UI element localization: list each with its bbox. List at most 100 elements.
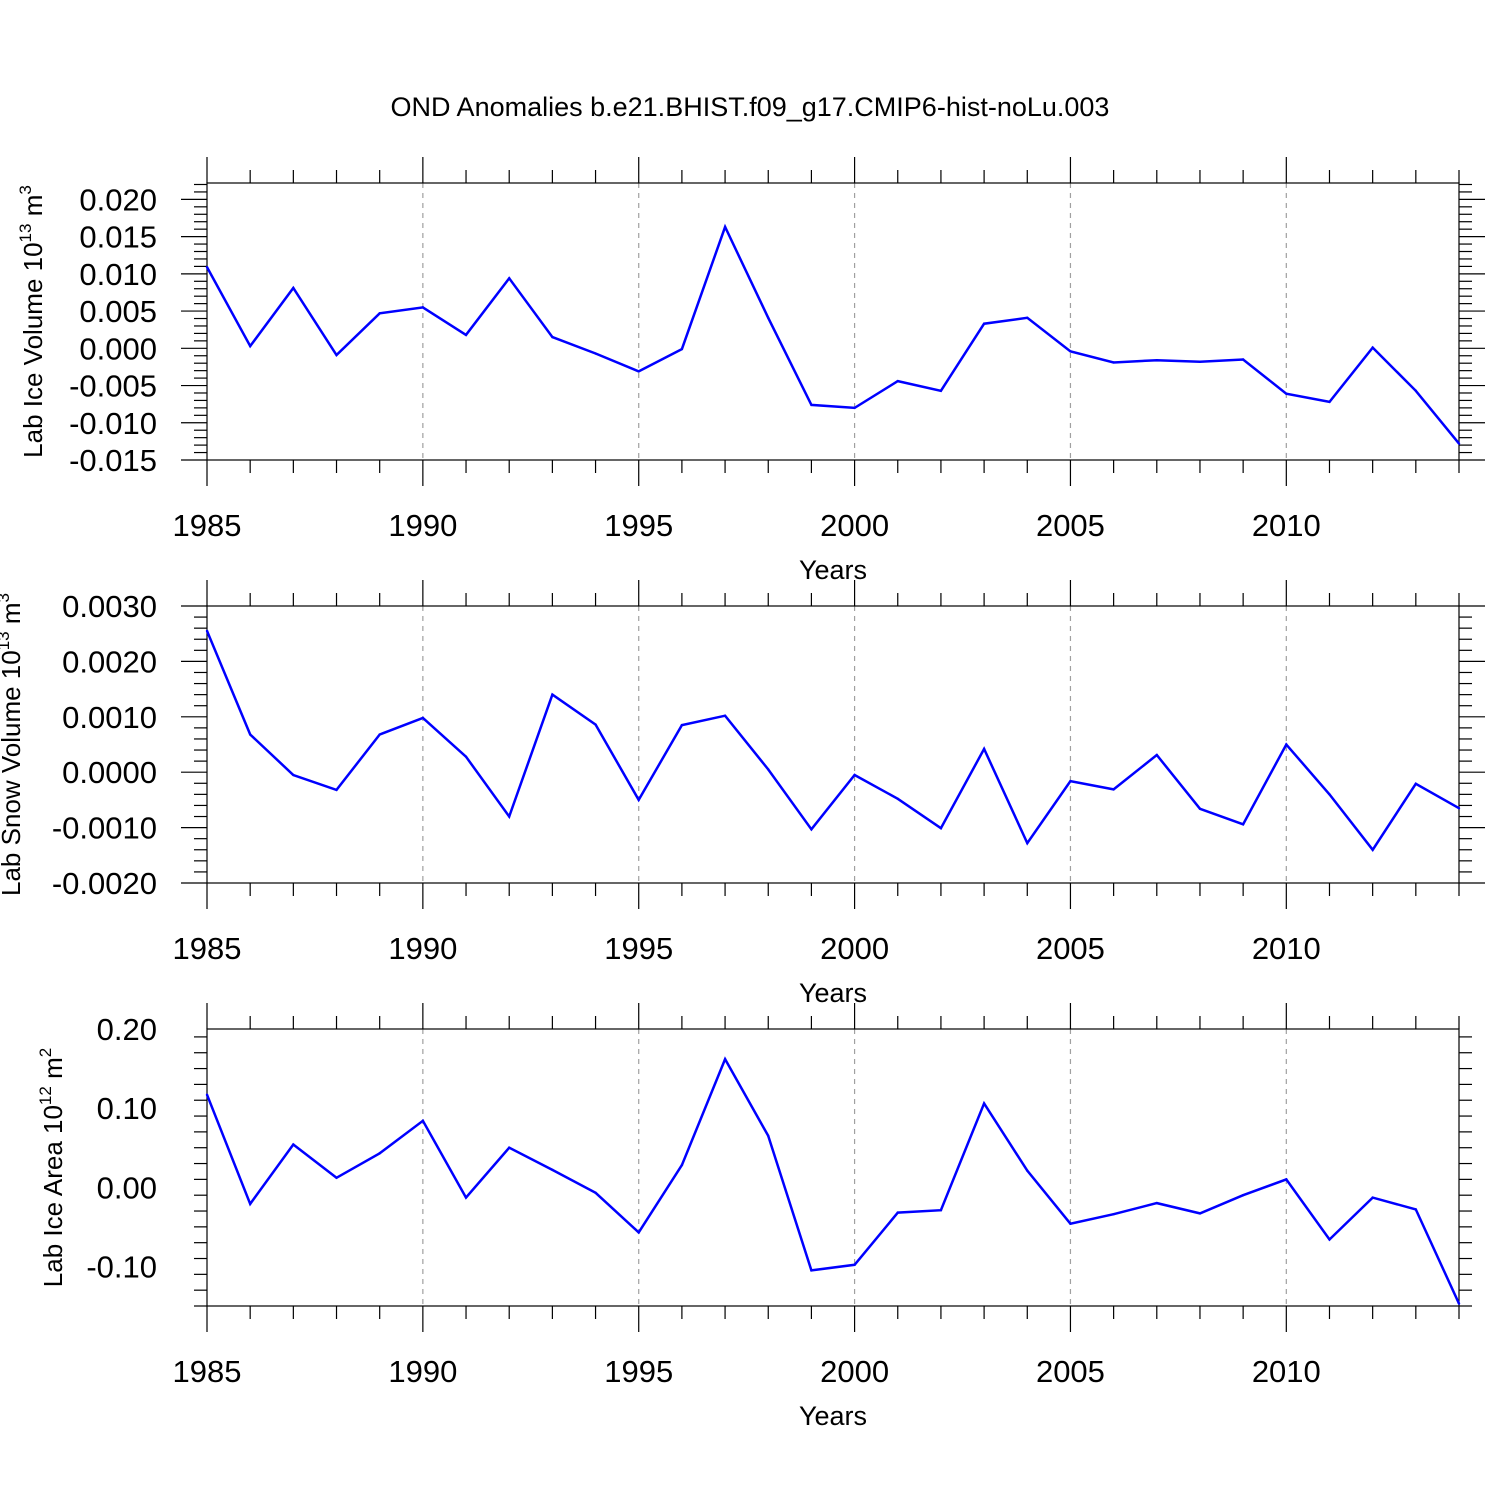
panel-2-data-point-1999 xyxy=(810,828,813,831)
panel-2-data-point-1985 xyxy=(205,629,209,633)
panel-2-data-point-2003 xyxy=(982,747,986,751)
panel-1-ytick-label-5: 0.010 xyxy=(79,257,157,292)
panel-2-data-point-2014 xyxy=(1457,807,1461,810)
panel-2-data-point-2012 xyxy=(1371,848,1374,851)
panel-1-xtick-label-1985: 1985 xyxy=(173,508,242,543)
panel-1-data-point-2008 xyxy=(1198,360,1202,363)
panel-2-xtick-label-1985: 1985 xyxy=(173,931,242,966)
panel-2-xtick-label-2010: 2010 xyxy=(1252,931,1321,966)
panel-3-data-point-2002 xyxy=(939,1209,943,1212)
panel-1-xtick-label-2010: 2010 xyxy=(1252,508,1321,543)
panel-1-data-point-1996 xyxy=(680,347,684,351)
panel-3-xtick-label-2010: 2010 xyxy=(1252,1354,1321,1389)
panel-3-data-point-1997 xyxy=(723,1057,727,1061)
panel-3-xtick-label-1995: 1995 xyxy=(604,1354,673,1389)
panel-1-data-point-2010 xyxy=(1285,392,1288,395)
panel-2-data-point-1992 xyxy=(508,815,511,818)
panel-3-data-point-1988 xyxy=(335,1176,338,1179)
panel-2-xtick-label-1990: 1990 xyxy=(388,931,457,966)
panel-1-data-point-1989 xyxy=(378,312,381,315)
panel-3-data-point-1989 xyxy=(378,1152,381,1155)
panel-1-data-point-1997 xyxy=(723,225,727,229)
panel-3-data-point-1993 xyxy=(551,1168,554,1172)
panel-2-ytick-label-1: -0.0010 xyxy=(52,811,157,846)
panel-2-data-point-2000 xyxy=(853,773,856,777)
panel-3-data-point-2005 xyxy=(1069,1222,1072,1225)
panel-3-data-point-2001 xyxy=(896,1211,899,1214)
panel-1-data-point-1990 xyxy=(421,306,425,309)
panel-2-xtick-label-1995: 1995 xyxy=(604,931,673,966)
panel-3-data-point-1994 xyxy=(594,1191,597,1195)
panel-2-series-line xyxy=(205,630,1460,852)
panel-3-frame xyxy=(206,1028,1460,1307)
panel-1-data-point-2005 xyxy=(1069,350,1072,353)
panel-2-data-point-1989 xyxy=(378,733,381,736)
panel-1-x-axis-label: Years xyxy=(799,555,867,585)
panel-2-data-point-2006 xyxy=(1112,788,1115,791)
panel-3-data-point-1992 xyxy=(508,1146,511,1149)
chart-title: OND Anomalies b.e21.BHIST.f09_g17.CMIP6-… xyxy=(390,92,1110,122)
panel-3-data-point-2013 xyxy=(1414,1208,1418,1211)
panel-1-data-point-2001 xyxy=(896,379,899,383)
panel-2-data-point-1986 xyxy=(248,733,252,736)
panel-3-data-point-2011 xyxy=(1328,1238,1331,1241)
panel-1-data-point-1987 xyxy=(292,286,295,290)
panel-2-data-point-1997 xyxy=(723,714,727,717)
panel-1-ytick-label-2: -0.005 xyxy=(69,369,157,404)
panel-1-data-point-2002 xyxy=(939,389,943,392)
panel-2-ytick-label-3: 0.0010 xyxy=(62,700,157,735)
panel-3-ytick-label-3: 0.20 xyxy=(97,1012,157,1047)
panel-3-series-line xyxy=(205,1056,1461,1305)
panel-1-data-point-2003 xyxy=(982,322,986,325)
panel-1-ytick-label-4: 0.005 xyxy=(79,294,157,329)
panel-3-data-point-1999 xyxy=(810,1269,813,1272)
panel-2-ytick-label-0: -0.0020 xyxy=(52,866,157,901)
panel-2-data-point-2011 xyxy=(1328,793,1331,796)
panel-1-data-point-1993 xyxy=(551,335,554,339)
panel-2-data-point-1996 xyxy=(680,723,684,727)
panel-1-data-point-1991 xyxy=(464,333,468,337)
panel-2-ytick-label-4: 0.0020 xyxy=(62,644,157,679)
panel-3-data-point-1996 xyxy=(680,1163,684,1167)
panel-1-ytick-label-6: 0.015 xyxy=(79,220,157,255)
panel-1-data-point-2007 xyxy=(1155,359,1158,362)
panel-3-data-point-2007 xyxy=(1155,1201,1158,1205)
panel-2-data-point-2004 xyxy=(1026,841,1029,845)
panel-2-data-point-2007 xyxy=(1155,753,1158,757)
panel-2-data-point-2001 xyxy=(896,797,899,800)
panel-3-xtick-label-2000: 2000 xyxy=(820,1354,889,1389)
panel-1-xtick-label-2000: 2000 xyxy=(820,508,889,543)
panel-3-data-point-2014 xyxy=(1457,1302,1461,1305)
panel-3-data-point-2000 xyxy=(853,1263,856,1267)
panel-3-data-point-2008 xyxy=(1198,1212,1202,1215)
panel-3-xtick-label-1985: 1985 xyxy=(173,1354,242,1389)
panel-1-frame xyxy=(206,182,1460,461)
panel-3-data-point-2004 xyxy=(1026,1169,1029,1172)
panel-2-data-point-2005 xyxy=(1069,779,1072,783)
panel-2-data-point-1987 xyxy=(292,773,295,777)
panel-2-ytick-label-2: 0.0000 xyxy=(62,755,157,790)
panel-2-frame xyxy=(206,605,1460,884)
panel-1-data-point-2013 xyxy=(1414,389,1418,392)
panel-1-data-point-1988 xyxy=(335,353,338,357)
panel-2-data-point-1990 xyxy=(421,716,425,720)
panel-1-ytick-label-0: -0.015 xyxy=(69,443,157,478)
panel-3-x-axis-label: Years xyxy=(799,1401,867,1431)
panel-1-xtick-label-2005: 2005 xyxy=(1036,508,1105,543)
panel-2-data-point-1993 xyxy=(551,693,554,696)
panel-2-data-point-2002 xyxy=(939,826,943,830)
panel-2-data-point-1991 xyxy=(464,755,468,758)
panel-1-series-line xyxy=(205,223,1460,445)
panel-3-data-point-1990 xyxy=(421,1119,425,1123)
panel-3-data-point-2003 xyxy=(982,1102,986,1105)
panel-2-xtick-label-2000: 2000 xyxy=(820,931,889,966)
panel-3-data-point-1986 xyxy=(248,1202,252,1206)
panel-3-ytick-label-1: 0.00 xyxy=(97,1170,157,1205)
panel-1-data-point-2012 xyxy=(1371,346,1374,349)
panel-3-ytick-label-2: 0.10 xyxy=(97,1091,157,1126)
panel-3-data-point-2009 xyxy=(1241,1194,1245,1197)
panel-2-xtick-label-2005: 2005 xyxy=(1036,931,1105,966)
panel-3-y-axis-label: Lab Ice Area 1012 m2 xyxy=(36,1048,68,1287)
panel-3-data-point-1987 xyxy=(292,1143,295,1146)
